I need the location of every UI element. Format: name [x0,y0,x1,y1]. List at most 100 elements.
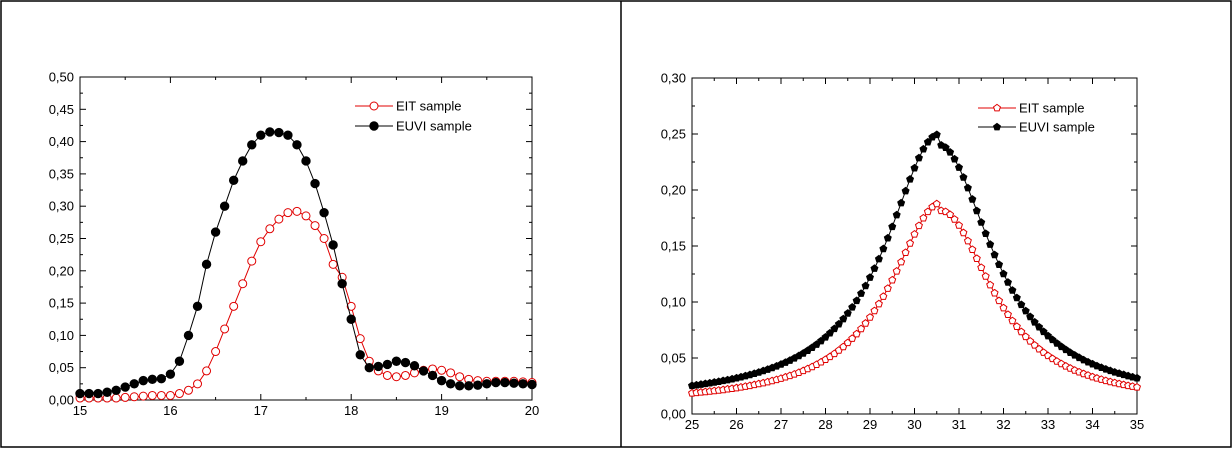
data-point [265,127,275,137]
data-point [147,374,158,385]
data-point [247,140,257,150]
data-point [1003,310,1012,318]
data-point [292,140,302,150]
data-point [910,163,919,172]
data-point [310,221,320,231]
data-point [857,289,866,297]
data-point [852,329,861,338]
y-tick-label: 0,30 [661,71,686,86]
data-point [473,380,483,390]
data-point [138,391,148,401]
data-point [1012,322,1021,330]
data-point [954,163,964,171]
x-tick-label: 19 [434,403,448,418]
data-point [382,359,393,370]
data-point [156,390,166,400]
data-point [1039,327,1048,336]
data-point [455,372,465,382]
data-point [874,254,883,263]
data-point [977,263,986,272]
data-point [491,377,501,388]
y-tick-label: 0,30 [49,199,74,214]
data-point [509,378,519,388]
data-point [959,228,968,237]
data-point [111,385,121,396]
data-point [156,373,167,384]
y-tick-label: 0,10 [49,328,74,343]
data-point [1021,306,1030,315]
data-point [995,260,1004,268]
data-point [1048,335,1057,344]
data-point [919,213,928,222]
legend-label: EUVI sample [1019,120,1095,135]
data-point [981,229,990,237]
data-point [346,301,356,311]
x-tick-label: 15 [73,403,87,418]
data-point [919,144,928,153]
series-line [80,131,533,395]
data-point [373,361,384,372]
data-point [910,230,919,238]
data-point [906,175,915,183]
data-point [283,208,293,218]
data-point [228,175,239,186]
data-point [914,153,923,162]
y-tick-label: 0,00 [49,393,74,408]
data-point [211,347,221,357]
data-point [879,244,888,253]
data-point [174,389,184,399]
data-point [210,227,221,237]
data-point [1017,300,1026,309]
data-point [865,313,875,321]
data-point [129,392,139,402]
data-point [906,239,915,247]
data-point [256,130,266,140]
x-tick-label: 27 [774,417,788,432]
data-point [883,284,892,292]
data-point [328,240,338,250]
data-point [1035,322,1044,331]
data-point [310,178,320,189]
x-tick-label: 35 [1130,417,1144,432]
legend-label: EUVI sample [396,119,472,134]
data-point [165,390,175,400]
data-point [328,259,338,269]
data-point [500,377,510,388]
legend-marker [992,122,1002,131]
data-point [963,183,972,192]
data-point [274,214,284,224]
data-point [946,210,955,219]
x-tick-label: 32 [996,417,1010,432]
data-point [247,256,257,266]
data-point [950,215,959,223]
right-chart: 25 26 27 28 29 30 31 32 33 34 35 0,00 0,05 0,10 0,15 0,… [661,71,1145,433]
data-point [883,233,892,242]
data-point [990,250,999,259]
data-point [999,303,1008,312]
x-tick-label: 30 [907,417,921,432]
legend-marker [369,101,379,111]
data-point [220,324,230,334]
data-point [861,319,870,327]
y-tick-label: 0,40 [49,134,74,149]
data-point [1003,278,1012,286]
data-point [183,385,193,395]
data-point [1132,373,1142,382]
data-point [1030,317,1039,326]
data-point [879,292,888,300]
data-point [319,207,329,218]
data-point [897,257,906,266]
data-point [888,222,897,231]
data-point [892,266,901,275]
data-point [355,350,365,360]
data-point [986,240,995,248]
data-point [839,314,848,323]
data-point [972,206,981,215]
data-point [446,368,456,378]
data-point [265,224,275,234]
data-point [1030,341,1039,349]
data-point [238,279,248,289]
data-point [427,370,438,381]
data-point [193,379,203,389]
